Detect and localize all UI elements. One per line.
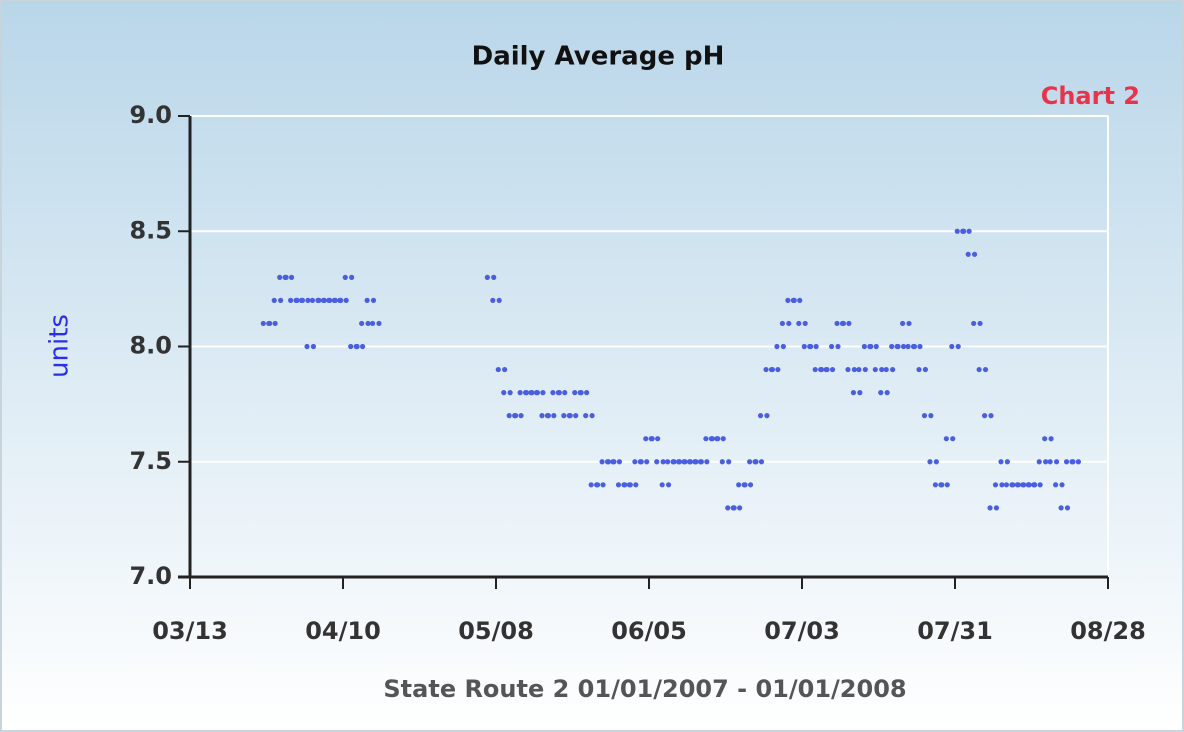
data-point <box>648 436 661 442</box>
data-point <box>566 413 579 419</box>
data-point <box>828 343 841 350</box>
data-point <box>697 459 710 465</box>
data-point <box>774 343 786 350</box>
data-point <box>369 320 382 327</box>
data-point <box>271 297 284 303</box>
data-point <box>768 366 781 373</box>
x-tick-label: 04/10 <box>305 617 381 645</box>
data-point <box>484 274 497 280</box>
x-tick-label: 07/03 <box>764 617 840 645</box>
data-point <box>823 366 836 373</box>
y-tick-label: 7.0 <box>129 562 172 590</box>
data-point <box>359 320 371 327</box>
data-point <box>555 390 568 396</box>
data-point <box>796 320 808 327</box>
data-point <box>839 320 852 327</box>
data-point <box>1058 505 1071 511</box>
y-tick-label: 8.0 <box>129 332 172 360</box>
data-point <box>900 320 912 327</box>
data-point <box>965 251 978 257</box>
data-point <box>807 343 819 350</box>
data-point <box>654 459 666 465</box>
data-point <box>1053 482 1065 488</box>
data-point <box>927 459 939 465</box>
data-point <box>337 297 349 303</box>
data-point <box>533 390 546 396</box>
data-point <box>730 505 743 511</box>
plot-area: 7.0 7.5 8.0 8.5 9.0 03/13 04/10 05/08 06/05 07/03… <box>129 101 1145 645</box>
y-tick-label: 8.5 <box>129 216 172 244</box>
data-point <box>490 297 502 303</box>
data-point <box>495 366 508 373</box>
data-point <box>1047 459 1060 465</box>
data-point <box>282 274 295 280</box>
data-point <box>943 436 956 442</box>
data-point <box>298 297 311 303</box>
data-point <box>637 459 650 465</box>
data-point <box>364 297 377 303</box>
data-point <box>971 320 983 327</box>
y-axis-label: units <box>45 314 75 378</box>
data-point <box>1036 459 1049 465</box>
data-point <box>1042 436 1054 442</box>
data-point <box>779 320 792 327</box>
data-point <box>594 482 606 488</box>
data-point <box>714 436 726 442</box>
chart-title: Daily Average pH <box>472 42 725 72</box>
data-point <box>304 343 317 350</box>
y-tick-label: 7.5 <box>129 447 172 475</box>
data-point <box>916 366 929 373</box>
data-point <box>577 390 590 396</box>
data-point <box>883 366 896 373</box>
data-point <box>981 413 994 419</box>
data-point <box>910 343 923 350</box>
x-tick-label: 06/05 <box>611 617 687 645</box>
data-point <box>987 505 1000 511</box>
data-point <box>921 413 934 419</box>
data-point <box>872 366 885 373</box>
data-point <box>342 274 355 280</box>
data-point <box>949 343 961 350</box>
data-point <box>1069 459 1082 465</box>
data-point <box>1031 482 1043 488</box>
data-point <box>938 482 950 488</box>
annotation: Chart 2 <box>1041 82 1140 110</box>
x-tick-label: 03/13 <box>152 617 228 645</box>
data-point <box>610 459 623 465</box>
data-point <box>976 366 989 373</box>
data-point <box>501 390 513 396</box>
data-point <box>266 320 278 327</box>
data-point <box>752 459 765 465</box>
y-tick-label: 9.0 <box>129 101 172 129</box>
data-point <box>998 459 1010 465</box>
data-point <box>544 413 557 419</box>
x-tick-label: 08/28 <box>1070 617 1146 645</box>
data-point <box>626 482 639 488</box>
data-point <box>867 343 879 350</box>
data-point <box>878 390 890 396</box>
data-point <box>741 482 754 488</box>
data-point <box>992 482 1005 488</box>
data-point <box>845 366 857 373</box>
x-tick-label: 05/08 <box>458 617 534 645</box>
data-point <box>790 297 803 303</box>
data-point <box>757 413 770 419</box>
data-point <box>583 413 595 419</box>
data-point <box>659 482 672 488</box>
data-point <box>512 413 524 419</box>
data-point <box>353 343 366 350</box>
data-point <box>960 228 972 234</box>
data-point <box>894 343 907 350</box>
x-tick-label: 07/31 <box>917 617 993 645</box>
data-point <box>856 366 868 373</box>
data-point <box>850 390 863 396</box>
x-axis-label: State Route 2 01/01/2007 - 01/01/2008 <box>383 675 906 703</box>
data-point <box>719 459 732 465</box>
